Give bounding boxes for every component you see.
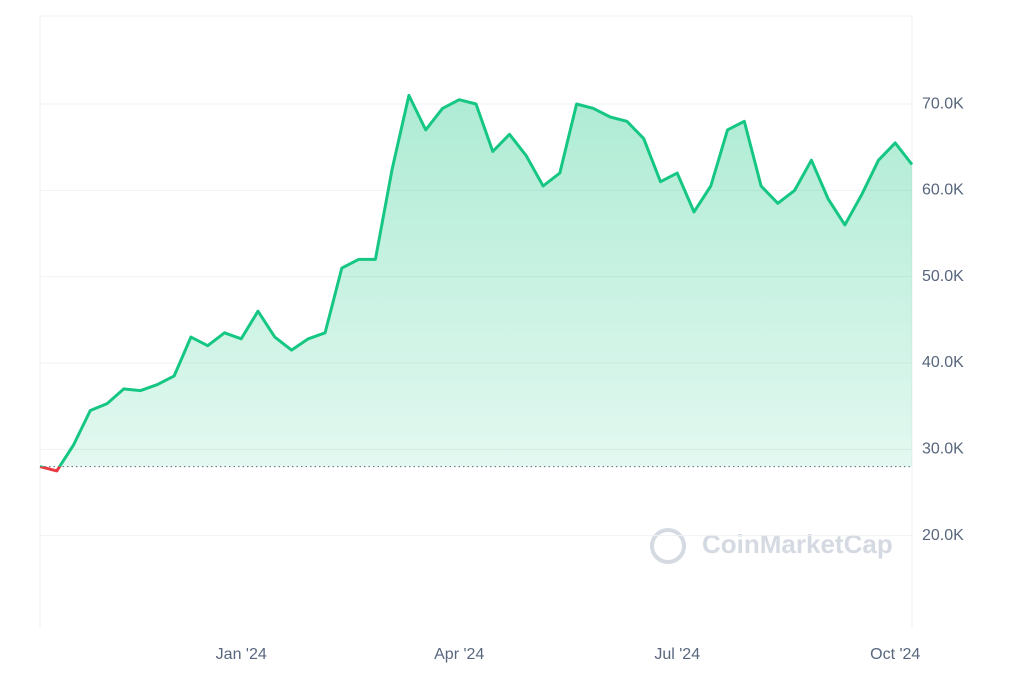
area xyxy=(59,95,912,467)
price-line xyxy=(40,93,914,467)
x-tick-label: Jul '24 xyxy=(654,646,700,663)
y-tick-label: 70.0K xyxy=(922,95,964,112)
watermark: CoinMarketCap xyxy=(702,529,893,559)
x-tick-label: Apr '24 xyxy=(434,646,484,663)
y-tick-label: 50.0K xyxy=(922,268,964,285)
y-tick-label: 20.0K xyxy=(922,527,964,544)
y-tick-label: 60.0K xyxy=(922,182,964,199)
x-tick-label: Oct '24 xyxy=(870,646,920,663)
y-tick-label: 30.0K xyxy=(922,441,964,458)
y-tick-label: 40.0K xyxy=(922,354,964,371)
watermark-logo xyxy=(650,528,686,564)
x-tick-label: Jan '24 xyxy=(216,646,267,663)
